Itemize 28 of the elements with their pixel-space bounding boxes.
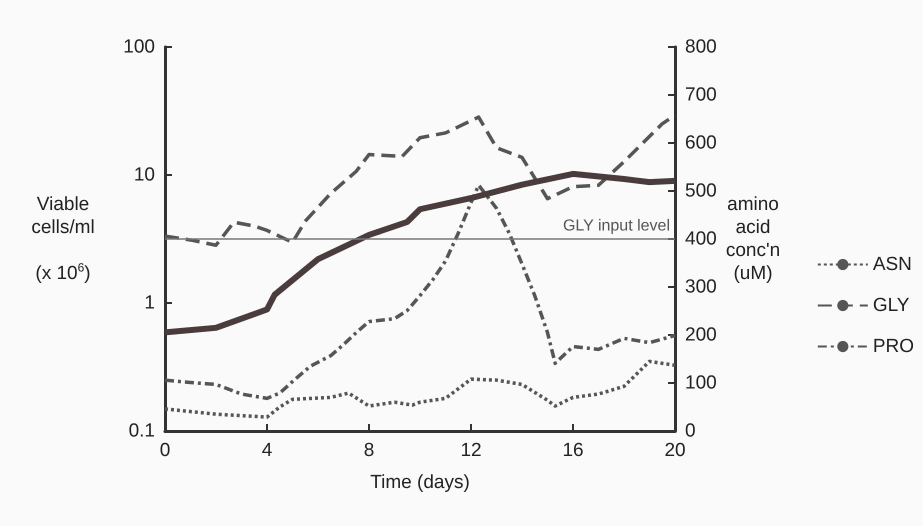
x-tick-label: 16 bbox=[562, 440, 584, 461]
y2-tick-label: 400 bbox=[685, 228, 717, 250]
x-axis-title: Time (days) bbox=[370, 472, 470, 493]
x-tick-label: 0 bbox=[160, 440, 170, 461]
line-series bbox=[163, 360, 677, 419]
x-tick-label: 20 bbox=[664, 440, 686, 461]
line-series bbox=[163, 113, 677, 247]
y-tick-label: 100 bbox=[123, 36, 155, 58]
y2-tick-label: 100 bbox=[685, 372, 717, 394]
y2-axis-title: amino acid conc'n (uM) bbox=[726, 194, 780, 284]
y2-tick-label: 700 bbox=[685, 84, 717, 106]
y-tick-label: 1 bbox=[144, 292, 155, 314]
y2-tick-label: 800 bbox=[685, 36, 717, 58]
ref-line-label: GLY input level bbox=[562, 218, 670, 234]
legend-label: PRO bbox=[872, 336, 914, 357]
y2-tick-label: 0 bbox=[685, 420, 696, 442]
y-tick-label: 10 bbox=[134, 164, 155, 186]
line-series bbox=[163, 183, 677, 400]
y2-tick-label: 600 bbox=[685, 132, 717, 154]
y-tick-label: 0.1 bbox=[128, 420, 155, 442]
x-tick-label: 12 bbox=[460, 440, 482, 461]
legend-label: ASN bbox=[872, 254, 912, 275]
x-tick-label: 8 bbox=[364, 440, 374, 461]
y2-tick-label: 200 bbox=[685, 324, 717, 346]
y2-tick-label: 500 bbox=[685, 180, 717, 202]
x-tick-label: 4 bbox=[262, 440, 273, 461]
y2-tick-label: 300 bbox=[685, 276, 717, 298]
legend-label: GLY bbox=[872, 295, 910, 316]
